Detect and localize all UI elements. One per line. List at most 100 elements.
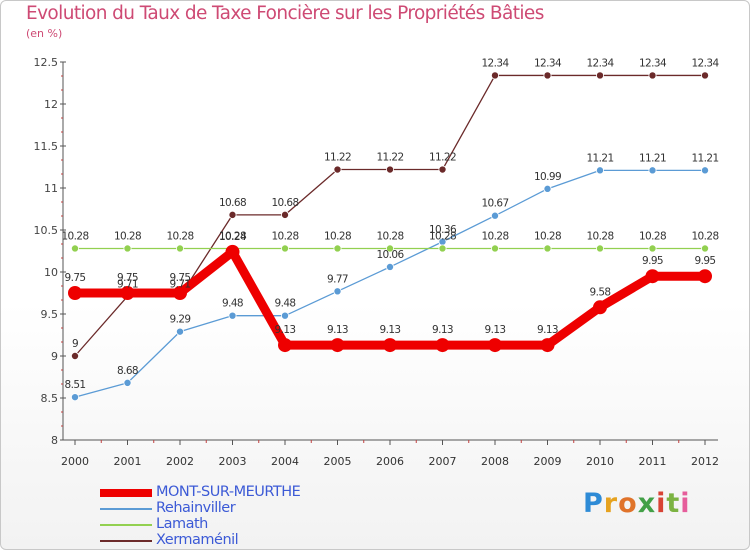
data-label: 10.28 (324, 230, 351, 242)
chart-title: Evolution du Taux de Taxe Foncière sur l… (26, 3, 544, 24)
data-label: 9.13 (275, 324, 296, 336)
data-point (490, 244, 499, 253)
data-label: 10.28 (691, 230, 718, 242)
data-label: 11.21 (691, 152, 718, 164)
data-label: 10.36 (429, 224, 457, 236)
logo-letter: r (603, 488, 619, 519)
data-point (540, 338, 555, 353)
data-label: 11.22 (324, 152, 351, 164)
data-point (333, 165, 342, 174)
data-label: 9.13 (432, 324, 453, 336)
data-label: 10.99 (534, 171, 561, 183)
data-label: 9.13 (380, 324, 401, 336)
legend-swatch (100, 540, 152, 542)
data-point (385, 244, 394, 253)
y-tick-label: 10 (44, 266, 58, 279)
data-point (228, 311, 237, 320)
x-tick-label: 2009 (534, 455, 562, 468)
logo-letter: x (637, 488, 657, 519)
data-label: 11.22 (429, 152, 456, 164)
data-point (120, 286, 135, 300)
data-point (278, 338, 292, 353)
data-point (648, 244, 657, 253)
y-tick-label: 9.5 (41, 308, 59, 321)
y-tick-label: 10.5 (34, 224, 59, 237)
series-lines (68, 71, 712, 402)
x-tick-label: 2001 (114, 455, 142, 468)
data-label: 10.24 (219, 231, 247, 243)
data-point (385, 165, 394, 174)
x-tick-label: 2002 (166, 455, 194, 468)
data-label: 10.28 (61, 230, 88, 242)
x-tick-label: 2010 (586, 455, 614, 468)
data-label: 10.28 (481, 230, 508, 242)
y-tick-label: 11 (44, 182, 58, 195)
logo-letter: t (666, 488, 681, 519)
data-point (123, 378, 132, 387)
data-label: 10.28 (639, 230, 666, 242)
data-point (490, 71, 499, 80)
data-point (698, 269, 712, 284)
data-point (71, 244, 80, 253)
x-tick-label: 2004 (271, 455, 299, 468)
data-point (71, 351, 80, 360)
data-label: 10.28 (271, 230, 298, 242)
data-label: 9.75 (65, 272, 86, 284)
data-point (383, 338, 397, 353)
data-point (543, 184, 552, 193)
data-point (648, 71, 657, 80)
data-point (645, 269, 660, 284)
data-point (385, 262, 394, 271)
x-tick-label: 2012 (691, 455, 719, 468)
x-tick-label: 2000 (61, 455, 89, 468)
data-point (280, 244, 289, 253)
data-point (175, 327, 184, 336)
data-label: 12.34 (691, 57, 719, 69)
x-tick-label: 2005 (324, 455, 352, 468)
data-point (701, 166, 710, 175)
data-point (438, 244, 447, 253)
logo-letter: o (618, 488, 638, 519)
data-point (330, 338, 345, 353)
data-point (333, 287, 342, 296)
y-tick-label: 12.5 (34, 56, 59, 69)
y-tick-label: 9 (51, 350, 58, 363)
legend-label: Xermaménil (156, 532, 239, 548)
data-label: 9.95 (695, 255, 716, 267)
data-label: 9.13 (537, 324, 558, 336)
data-point (333, 244, 342, 253)
data-label: 9.75 (117, 272, 138, 284)
data-label: 12.34 (586, 57, 614, 69)
chart-axes: 8 8.5 9 9.5 10 10.5 11 11.5 12 12.5 2000 2001 2002 20… (34, 56, 720, 468)
logo-letter: i (680, 488, 691, 519)
data-label: 9.75 (170, 272, 191, 284)
data-point (225, 244, 240, 259)
data-point (596, 166, 605, 175)
data-point (543, 244, 552, 253)
data-label: 9.13 (485, 324, 506, 336)
data-label: 9.95 (642, 255, 663, 267)
data-label: 9.48 (222, 298, 243, 310)
y-tick-label: 11.5 (34, 140, 59, 153)
data-label: 8.51 (65, 379, 86, 391)
data-label: 9 (72, 338, 78, 350)
x-tick-label: 2011 (639, 455, 667, 468)
data-label: 9.58 (590, 286, 611, 298)
legend-swatch (100, 489, 152, 497)
data-point (701, 244, 710, 253)
data-label: 10.28 (534, 230, 561, 242)
data-label: 10.28 (429, 230, 456, 242)
x-tick-label: 2008 (481, 455, 509, 468)
data-point (596, 244, 605, 253)
proxiti-logo: Proxiti (583, 488, 691, 519)
data-point (173, 286, 187, 300)
data-label: 12.34 (639, 57, 667, 69)
data-point (175, 244, 184, 253)
data-label: 11.21 (639, 152, 666, 164)
logo-letter: P (583, 488, 604, 519)
data-point (596, 71, 605, 80)
data-point (280, 210, 289, 219)
legend-label: MONT-SUR-MEURTHE (156, 484, 301, 500)
x-tick-label: 2006 (376, 455, 404, 468)
